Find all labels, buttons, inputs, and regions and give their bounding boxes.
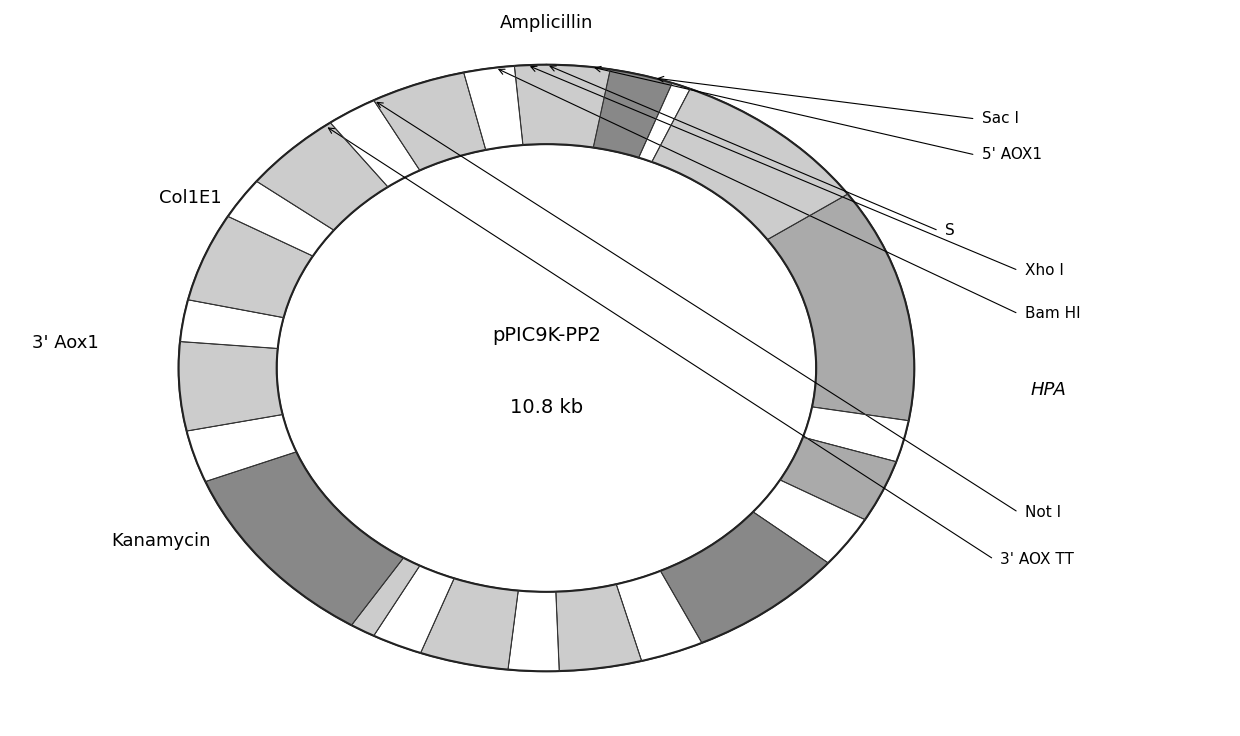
- Polygon shape: [616, 571, 702, 661]
- Polygon shape: [556, 584, 641, 671]
- Text: HPA: HPA: [1030, 381, 1066, 399]
- Polygon shape: [804, 407, 909, 461]
- Polygon shape: [179, 342, 283, 431]
- Polygon shape: [373, 72, 486, 170]
- Polygon shape: [179, 65, 914, 671]
- Polygon shape: [661, 512, 828, 643]
- Polygon shape: [373, 566, 454, 653]
- Polygon shape: [508, 590, 559, 671]
- Text: Amplicillin: Amplicillin: [500, 14, 593, 32]
- Text: Col1E1: Col1E1: [159, 189, 222, 208]
- Polygon shape: [330, 100, 420, 187]
- Text: 5' AOX1: 5' AOX1: [982, 147, 1042, 163]
- Polygon shape: [515, 65, 848, 240]
- Text: Sac I: Sac I: [982, 111, 1019, 127]
- Text: 3' Aox1: 3' Aox1: [32, 333, 99, 352]
- Polygon shape: [652, 89, 848, 240]
- Text: S: S: [945, 223, 955, 238]
- Text: pPIC9K-PP2: pPIC9K-PP2: [492, 326, 601, 345]
- Text: Xho I: Xho I: [1024, 263, 1064, 278]
- Polygon shape: [464, 66, 523, 150]
- Text: Not I: Not I: [1024, 505, 1060, 520]
- Polygon shape: [188, 216, 312, 318]
- Polygon shape: [228, 181, 334, 256]
- Polygon shape: [257, 123, 388, 230]
- Polygon shape: [206, 452, 403, 625]
- Polygon shape: [639, 83, 691, 162]
- Polygon shape: [768, 194, 914, 421]
- Polygon shape: [593, 69, 672, 158]
- Polygon shape: [180, 300, 284, 348]
- Text: Kanamycin: Kanamycin: [112, 532, 211, 551]
- Text: Bam HI: Bam HI: [1024, 306, 1080, 322]
- Polygon shape: [187, 414, 296, 481]
- Text: 10.8 kb: 10.8 kb: [510, 398, 583, 417]
- Polygon shape: [420, 578, 518, 670]
- Polygon shape: [780, 437, 897, 520]
- Text: 3' AOX TT: 3' AOX TT: [1001, 552, 1074, 567]
- Polygon shape: [351, 558, 420, 636]
- Polygon shape: [753, 480, 866, 563]
